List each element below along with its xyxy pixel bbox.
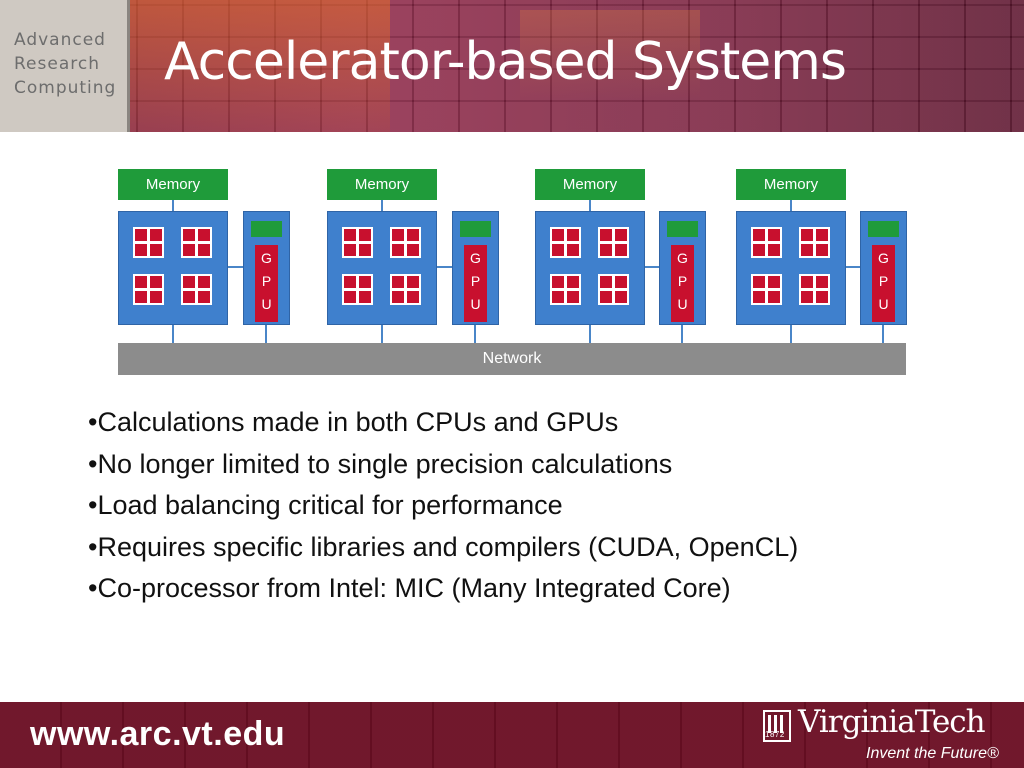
- cpu-core: [799, 274, 830, 305]
- cpu-block: [327, 211, 437, 325]
- cpu-core: [598, 227, 629, 258]
- gpu-block: G P U: [659, 211, 706, 325]
- cpu-network-link: [790, 325, 792, 343]
- cpu-network-link: [172, 325, 174, 343]
- memory-cpu-link: [790, 200, 792, 211]
- cpu-core: [181, 274, 212, 305]
- footer-bar: www.arc.vt.edu 1872 VirginiaTech Invent …: [0, 702, 1024, 768]
- bullet-item: Calculations made in both CPUs and GPUs: [88, 402, 798, 444]
- cpu-core: [390, 274, 421, 305]
- cpu-core: [342, 227, 373, 258]
- vt-seal-year: 1872: [765, 730, 785, 739]
- cpu-gpu-link: [846, 266, 860, 268]
- gpu-chip: G P U: [255, 245, 278, 322]
- cpu-network-link: [381, 325, 383, 343]
- gpu-label: G P U: [261, 250, 272, 312]
- gpu-memory: [460, 221, 491, 237]
- gpu-chip: G P U: [671, 245, 694, 322]
- cpu-core: [390, 227, 421, 258]
- vt-tagline: Invent the Future®: [866, 745, 999, 762]
- cpu-gpu-link: [437, 266, 452, 268]
- cpu-block: [535, 211, 645, 325]
- footer-pattern: [0, 702, 1024, 768]
- gpu-memory: [251, 221, 282, 237]
- cpu-network-link: [589, 325, 591, 343]
- gpu-label: G P U: [878, 250, 889, 312]
- footer-url: www.arc.vt.edu: [30, 715, 286, 753]
- gpu-network-link: [681, 325, 683, 343]
- logo-line-computing: Computing: [14, 78, 117, 98]
- bullet-item: Co-processor from Intel: MIC (Many Integ…: [88, 568, 798, 610]
- logo-line-research: Research: [14, 54, 100, 74]
- bullet-list: Calculations made in both CPUs and GPUs …: [88, 402, 798, 610]
- gpu-memory: [868, 221, 899, 237]
- bullet-item: Load balancing critical for performance: [88, 485, 798, 527]
- gpu-label: G P U: [470, 250, 481, 312]
- memory-cpu-link: [172, 200, 174, 211]
- memory-cpu-link: [381, 200, 383, 211]
- vt-wordmark: VirginiaTech: [798, 704, 986, 740]
- memory-box: Memory: [535, 169, 645, 200]
- memory-box: Memory: [327, 169, 437, 200]
- cpu-core: [598, 274, 629, 305]
- memory-cpu-link: [589, 200, 591, 211]
- cpu-core: [751, 227, 782, 258]
- gpu-block: G P U: [452, 211, 499, 325]
- cpu-gpu-link: [645, 266, 659, 268]
- logo-line-advanced: Advanced: [14, 30, 106, 50]
- bullet-item: Requires specific libraries and compiler…: [88, 527, 798, 569]
- gpu-network-link: [474, 325, 476, 343]
- cpu-core: [342, 274, 373, 305]
- cpu-block: [736, 211, 846, 325]
- accelerator-diagram: Memory G P U Memory G P U Memory: [118, 169, 907, 375]
- network-bar: Network: [118, 343, 906, 375]
- bullet-item: No longer limited to single precision ca…: [88, 444, 798, 486]
- header-banner: Advanced Research Computing Accelerator-…: [0, 0, 1024, 132]
- cpu-core: [133, 227, 164, 258]
- arc-logo: Advanced Research Computing: [0, 0, 130, 132]
- banner-glow: [130, 0, 390, 132]
- cpu-gpu-link: [228, 266, 243, 268]
- gpu-network-link: [265, 325, 267, 343]
- gpu-block: G P U: [860, 211, 907, 325]
- gpu-network-link: [882, 325, 884, 343]
- memory-box: Memory: [736, 169, 846, 200]
- gpu-chip: G P U: [464, 245, 487, 322]
- gpu-block: G P U: [243, 211, 290, 325]
- gpu-label: G P U: [677, 250, 688, 312]
- cpu-core: [133, 274, 164, 305]
- vt-seal-icon: [763, 710, 791, 742]
- cpu-block: [118, 211, 228, 325]
- gpu-chip: G P U: [872, 245, 895, 322]
- cpu-core: [550, 274, 581, 305]
- cpu-core: [751, 274, 782, 305]
- slide-title: Accelerator-based Systems: [164, 32, 847, 92]
- memory-box: Memory: [118, 169, 228, 200]
- cpu-core: [799, 227, 830, 258]
- cpu-core: [550, 227, 581, 258]
- cpu-core: [181, 227, 212, 258]
- gpu-memory: [667, 221, 698, 237]
- banner-glow-secondary: [520, 10, 700, 100]
